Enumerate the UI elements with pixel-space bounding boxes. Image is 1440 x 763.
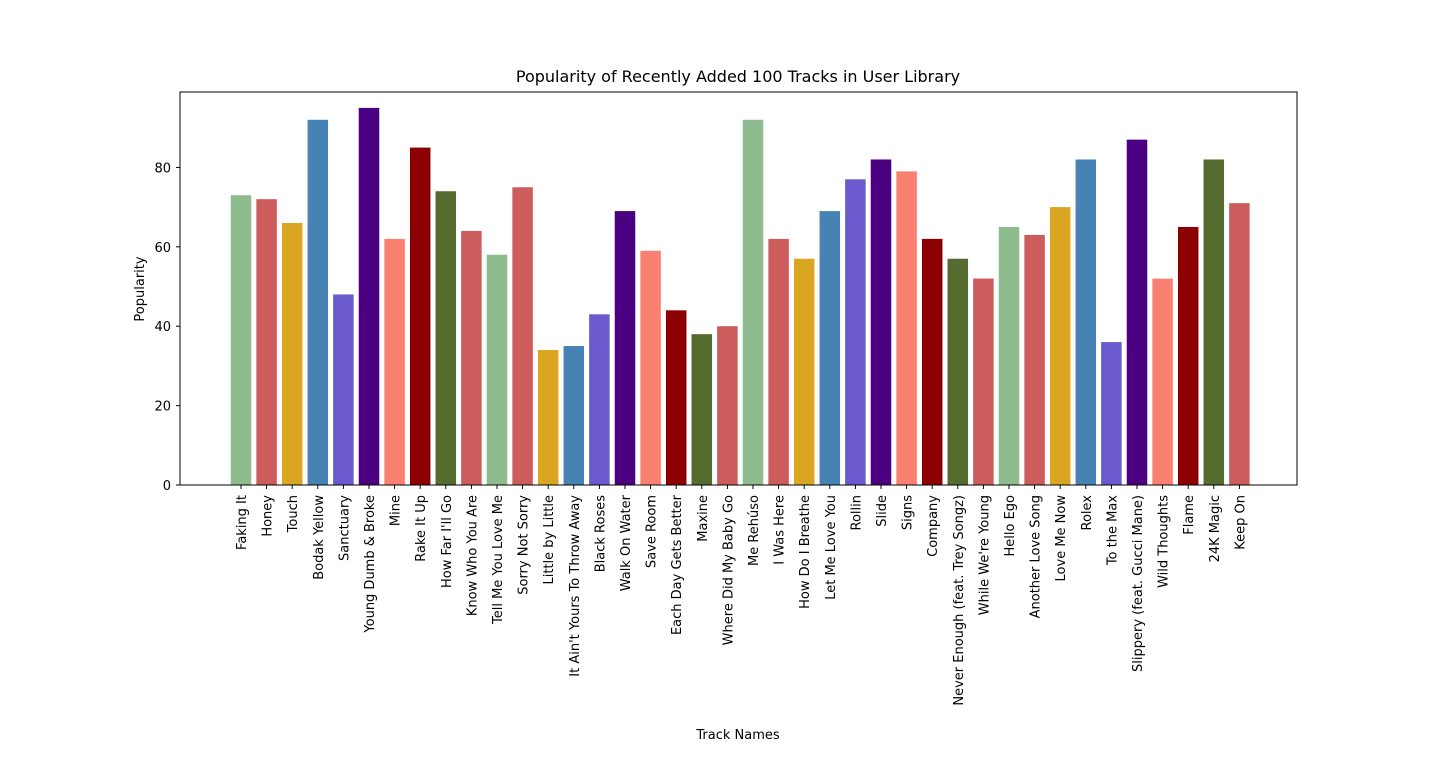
x-tick-label: Know Who You Are — [465, 495, 480, 616]
x-tick-label: Slippery (feat. Gucci Mane) — [1131, 495, 1146, 672]
x-tick-label: Sanctuary — [337, 495, 352, 561]
x-tick-label: Sorry Not Sorry — [517, 495, 532, 595]
x-tick-label: Each Day Gets Better — [670, 494, 685, 635]
bar — [486, 254, 508, 485]
y-tick-label: 60 — [154, 241, 171, 256]
x-tick-label: How Do I Breathe — [798, 495, 813, 609]
x-tick-label: Hello Ego — [1003, 495, 1018, 557]
bar — [512, 187, 533, 485]
bar — [665, 310, 687, 485]
x-tick-label: Little by Little — [542, 495, 557, 585]
x-tick-label: Rolex — [1080, 495, 1095, 531]
bar — [691, 334, 713, 485]
x-tick-label: Rake It Up — [414, 495, 429, 562]
x-tick-label: Keep On — [1233, 495, 1248, 550]
x-axis: Faking It Honey Touch Bodak Yellow Sanctuary… — [235, 485, 1248, 706]
bar — [281, 223, 303, 485]
bar — [640, 250, 661, 485]
bar — [1177, 226, 1199, 485]
bar — [307, 119, 329, 485]
x-tick-label: Never Enough (feat. Trey Songz) — [952, 495, 967, 706]
bar — [1049, 207, 1071, 485]
y-tick-label: 20 — [154, 400, 171, 415]
bar — [717, 326, 738, 485]
x-tick-label: Touch — [286, 495, 301, 533]
x-tick-label: Rollin — [849, 495, 864, 530]
bar — [256, 199, 277, 485]
bar — [1101, 342, 1122, 485]
bar — [793, 258, 815, 485]
bar — [998, 226, 1020, 485]
x-tick-label: Slide — [875, 495, 890, 527]
bar — [614, 211, 636, 485]
x-tick-label: How Far I'll Go — [440, 495, 455, 588]
bar — [1203, 159, 1225, 486]
x-tick-label: Mine — [389, 495, 404, 526]
x-tick-label: It Ain't Yours To Throw Away — [568, 495, 583, 677]
bar — [973, 278, 994, 485]
x-tick-label: Faking It — [235, 495, 250, 550]
bar — [1075, 159, 1097, 486]
x-tick-label: To the Max — [1105, 495, 1120, 566]
y-tick-label: 40 — [154, 320, 171, 335]
bar — [1152, 278, 1173, 485]
x-tick-label: Where Did My Baby Go — [721, 495, 736, 645]
bar — [896, 171, 917, 485]
bar — [1229, 203, 1250, 485]
x-tick-label: Bodak Yellow — [312, 495, 327, 580]
x-tick-label: Wild Thoughts — [1157, 495, 1172, 588]
y-tick-label: 80 — [154, 161, 171, 176]
bar — [921, 238, 943, 485]
bar — [461, 230, 482, 485]
x-tick-label: Tell Me You Love Me — [491, 495, 506, 625]
x-tick-label: Let Me Love You — [824, 495, 839, 600]
bar — [742, 119, 764, 485]
y-tick-label: 0 — [163, 479, 171, 494]
bar — [537, 350, 559, 485]
bar — [1126, 139, 1148, 485]
bar — [333, 294, 354, 485]
x-tick-label: Black Roses — [593, 495, 608, 572]
bar — [819, 211, 841, 485]
x-tick-label: Another Love Song — [1029, 495, 1044, 618]
bar — [435, 191, 457, 486]
y-axis-title: Popularity — [133, 256, 148, 321]
x-tick-label: While We're Young — [977, 495, 992, 615]
x-axis-title: Track Names — [695, 728, 780, 743]
bar — [870, 159, 892, 486]
x-tick-label: Save Room — [645, 495, 660, 568]
bar — [358, 107, 380, 485]
x-tick-label: Young Dumb & Broke — [363, 495, 378, 634]
bar — [947, 258, 969, 485]
bar — [768, 238, 789, 485]
bar — [589, 314, 610, 485]
bar — [563, 346, 585, 485]
x-tick-label: Flame — [1182, 495, 1197, 535]
x-tick-label: Walk On Water — [619, 494, 634, 591]
x-tick-label: Signs — [901, 495, 916, 530]
chart-title: Popularity of Recently Added 100 Tracks … — [516, 67, 960, 86]
x-tick-label: 24K Magic — [1208, 495, 1223, 562]
bar — [230, 195, 252, 485]
plot-frame — [179, 91, 1298, 486]
x-tick-label: Me Rehúso — [747, 495, 762, 566]
bar — [409, 147, 431, 485]
bar — [845, 179, 866, 485]
y-axis: 0 20 40 60 80 — [154, 161, 180, 494]
x-tick-label: Love Me Now — [1054, 495, 1069, 582]
bar — [1024, 234, 1045, 485]
bar — [384, 238, 405, 485]
x-tick-label: I Was Here — [773, 495, 788, 565]
x-tick-label: Maxine — [696, 495, 711, 542]
bars-group — [230, 107, 1250, 486]
x-tick-label: Honey — [261, 495, 276, 537]
x-tick-label: Company — [926, 495, 941, 557]
